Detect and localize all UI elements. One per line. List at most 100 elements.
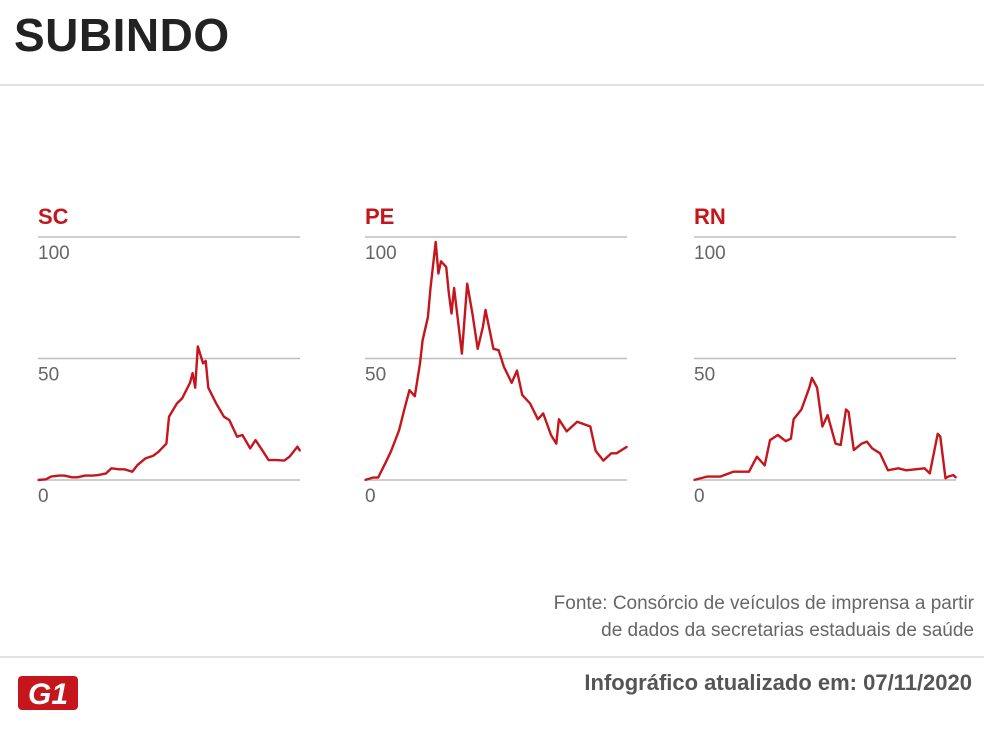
data-point: [887, 469, 889, 472]
data-point: [706, 475, 708, 478]
data-point: [610, 452, 613, 455]
data-point: [492, 348, 495, 350]
data-point: [905, 469, 907, 472]
data-point: [555, 442, 558, 445]
data-point: [939, 435, 942, 438]
data-point: [529, 402, 531, 405]
data-point: [390, 450, 393, 452]
data-point: [947, 475, 949, 478]
data-point: [497, 349, 500, 352]
data-point: [176, 402, 178, 405]
data-point: [693, 479, 695, 481]
data-point: [84, 474, 86, 477]
data-point: [834, 442, 837, 445]
data-point: [165, 442, 168, 445]
data-point: [763, 464, 766, 467]
data-point: [589, 425, 592, 428]
data-point: [471, 312, 474, 315]
data-point: [427, 316, 429, 319]
data-point: [461, 352, 463, 355]
series-line: [693, 376, 957, 482]
data-point: [482, 326, 484, 328]
y-tick-label: 0: [365, 486, 376, 507]
data-point: [429, 287, 432, 289]
data-point: [105, 472, 107, 475]
data-point: [626, 445, 628, 448]
data-point: [748, 470, 750, 473]
page-title: SUBINDO: [14, 9, 230, 61]
data-point: [168, 416, 170, 418]
data-point: [398, 429, 400, 432]
data-point: [144, 457, 147, 460]
data-point: [944, 477, 947, 480]
chart-title: SC: [38, 204, 69, 229]
y-tick-label: 100: [365, 243, 397, 264]
data-point: [558, 418, 560, 421]
data-point: [537, 418, 539, 421]
data-point: [296, 445, 299, 448]
data-point: [275, 459, 278, 461]
data-point: [790, 437, 792, 440]
data-point: [821, 425, 824, 428]
data-point: [860, 442, 863, 445]
updated-date: Infográfico atualizado em: 07/11/2020: [584, 670, 972, 695]
y-tick-label: 50: [365, 365, 386, 386]
data-point: [403, 408, 406, 411]
g1-logo: G1: [18, 676, 78, 711]
data-point: [377, 476, 379, 479]
data-point: [542, 412, 544, 415]
data-point: [550, 434, 552, 436]
data-point: [792, 418, 795, 421]
header-divider: [0, 84, 984, 86]
data-point: [602, 459, 605, 462]
data-point: [372, 476, 374, 479]
data-point: [118, 468, 120, 471]
data-point: [516, 369, 518, 372]
data-point: [448, 292, 450, 294]
y-tick-label: 100: [38, 243, 70, 264]
data-point: [510, 382, 513, 384]
data-point: [202, 362, 204, 365]
data-point: [437, 272, 440, 275]
data-point: [503, 366, 505, 368]
data-point: [434, 241, 437, 243]
y-tick-label: 0: [38, 486, 49, 507]
data-point: [71, 476, 73, 479]
data-point: [784, 440, 787, 442]
data-point: [267, 459, 270, 461]
data-point: [421, 339, 424, 342]
data-point: [811, 377, 813, 379]
data-point: [615, 452, 618, 455]
y-tick-label: 50: [38, 365, 59, 386]
data-point: [204, 360, 207, 362]
chart-pe: PE 0 50 100: [364, 204, 628, 507]
data-point: [236, 435, 238, 438]
data-point: [419, 362, 421, 365]
data-point: [50, 475, 52, 478]
data-point: [826, 414, 829, 416]
data-point: [777, 434, 779, 436]
data-point: [476, 348, 479, 350]
data-point: [191, 372, 194, 374]
data-point: [853, 449, 855, 451]
source-line-1: Fonte: Consórcio de veículos de imprensa…: [553, 593, 974, 614]
data-point: [808, 386, 811, 389]
footer-divider: [0, 656, 984, 658]
data-point: [769, 439, 771, 441]
data-point: [364, 479, 366, 481]
y-tick-label: 50: [694, 365, 715, 386]
data-point: [879, 452, 881, 455]
data-point: [249, 447, 251, 450]
data-point: [37, 479, 39, 481]
y-tick-label: 100: [694, 243, 726, 264]
charts-area: SC 0 50 100 PE 0 50 100 RN 0 50 100: [37, 204, 957, 507]
data-point: [136, 464, 139, 466]
data-point: [288, 455, 291, 458]
data-point: [45, 478, 47, 481]
data-point: [207, 386, 210, 389]
data-point: [923, 467, 926, 470]
data-point: [414, 395, 416, 398]
data-point: [845, 408, 847, 411]
svg-text:G1: G1: [28, 678, 68, 711]
data-point: [929, 472, 931, 475]
